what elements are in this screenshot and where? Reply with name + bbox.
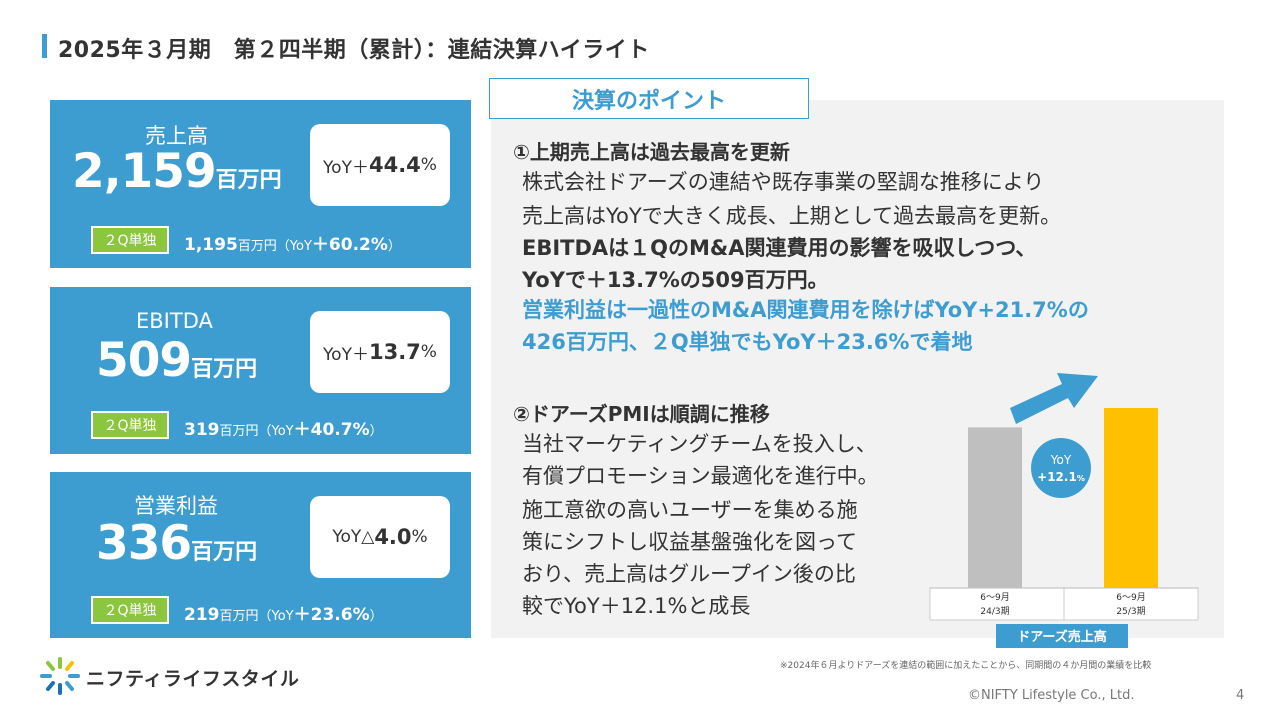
- chart-bar: [968, 427, 1022, 588]
- kpi-value: 509百万円: [96, 333, 257, 388]
- q2-yoy-open: （YoY: [258, 609, 294, 624]
- q2-yoy: ＋60.2%: [311, 235, 388, 255]
- chart-tick-label: 6～9月: [1116, 592, 1145, 603]
- point-1-line: YoYで＋13.7%の509百万円。: [522, 268, 829, 292]
- point-1-line: 売上高はYoYで大きく成長、上期として過去最高を更新。: [522, 204, 1062, 228]
- q2-standalone-text: 219百万円（YoY＋23.6%）: [184, 600, 383, 625]
- yoy-badge-label: YoY: [1050, 453, 1072, 467]
- q2-unit: 百万円: [237, 239, 277, 254]
- q2-standalone-text: 319百万円（YoY＋40.7%）: [184, 415, 383, 440]
- kpi-label: EBITDA: [136, 309, 213, 333]
- chart-title: ドアーズ売上高: [1017, 629, 1107, 645]
- kpi-number: 509: [96, 333, 192, 388]
- yoy-badge-value: +12.1%: [1037, 470, 1085, 484]
- point-2-line: 当社マーケティングチームを投入し、: [522, 432, 877, 456]
- yoy-prefix: YoY△: [332, 527, 375, 547]
- page-number: 4: [1236, 688, 1245, 703]
- copyright: ©NIFTY Lifestyle Co., Ltd.: [968, 688, 1135, 703]
- kpi-number: 2,159: [72, 144, 217, 199]
- yoy-box: YoY＋ 44.4%: [310, 124, 450, 206]
- kpi-card-operating-profit: 営業利益 336百万円 YoY△ 4.0% ２Q単独 219百万円（YoY＋23.…: [50, 472, 471, 638]
- kpi-card-ebitda: EBITDA 509百万円 YoY＋ 13.7% ２Q単独 319百万円（YoY＋…: [50, 287, 471, 454]
- point-2-line: 較でYoY＋12.1%と成長: [522, 594, 751, 618]
- point-2-line: 策にシフトし収益基盤強化を図って: [522, 530, 857, 554]
- chart-bar: [1104, 408, 1158, 588]
- q2-unit: 百万円: [219, 424, 259, 439]
- chart-tick-label: 24/3期: [980, 606, 1009, 617]
- kpi-label: 営業利益: [134, 494, 218, 518]
- q2-tag: ２Q単独: [91, 596, 169, 624]
- yoy-value: 13.7: [368, 340, 421, 364]
- q2-yoy-close: ）: [369, 609, 383, 624]
- point-2-line: 有償プロモーション最適化を進行中。: [522, 464, 879, 488]
- chart-tick-label: 6～9月: [980, 592, 1009, 603]
- points-panel: [491, 100, 1224, 638]
- q2-value: 1,195: [184, 235, 238, 255]
- point-1-line: EBITDAは１QのM&A関連費用の影響を吸収しつつ、: [522, 236, 1037, 260]
- q2-unit: 百万円: [219, 609, 259, 624]
- point-1-line-highlight: 営業利益は一過性のM&A関連費用を除けばYoY+21.7%の: [522, 298, 1089, 322]
- yoy-prefix: YoY＋: [323, 344, 369, 365]
- yoy-suffix: %: [420, 342, 437, 362]
- kpi-number: 336: [96, 516, 192, 571]
- q2-standalone-text: 1,195百万円（YoY＋60.2%）: [184, 230, 401, 255]
- yoy-suffix: %: [420, 155, 437, 175]
- page-title: 2025年３月期 第２四半期（累計）：連結決算ハイライト: [58, 38, 650, 63]
- kpi-value: 2,159百万円: [72, 144, 282, 199]
- yoy-prefix: YoY＋: [323, 157, 369, 178]
- q2-yoy-close: ）: [387, 239, 401, 254]
- yoy-badge: [1031, 438, 1091, 498]
- title-accent-bar: [42, 34, 47, 58]
- q2-yoy-close: ）: [369, 424, 383, 439]
- point-1-line: 株式会社ドアーズの連結や既存事業の堅調な推移により: [522, 170, 1045, 194]
- q2-value: 219: [184, 605, 220, 625]
- q2-yoy-open: （YoY: [276, 239, 312, 254]
- kpi-unit: 百万円: [215, 168, 282, 193]
- q2-value: 319: [184, 420, 220, 440]
- q2-yoy: ＋23.6%: [293, 605, 370, 625]
- kpi-value: 336百万円: [96, 516, 257, 571]
- kpi-unit: 百万円: [191, 540, 258, 565]
- point-2-line: 施工意欲の高いユーザーを集める施: [522, 498, 858, 522]
- q2-yoy-open: （YoY: [258, 424, 294, 439]
- kpi-card-sales: 売上高 2,159百万円 YoY＋ 44.4% ２Q単独 1,195百万円（YoY…: [50, 100, 471, 268]
- yoy-value: 4.0: [374, 525, 412, 549]
- q2-tag: ２Q単独: [91, 411, 169, 439]
- kpi-label: 売上高: [145, 124, 208, 148]
- footnote: ※2024年６月よりドアーズを連結の範囲に加えたことから、同期間の４か月間の業績…: [780, 661, 1152, 671]
- point-1-line-highlight: 426百万円、２Q単独でもYoY＋23.6%で着地: [522, 330, 973, 354]
- points-heading: 決算のポイント: [489, 78, 809, 119]
- kpi-unit: 百万円: [191, 357, 258, 382]
- yoy-value: 44.4: [368, 153, 421, 177]
- chart-title-box: [996, 624, 1128, 648]
- point-1-title: ①上期売上高は過去最高を更新: [513, 140, 790, 164]
- q2-tag: ２Q単独: [91, 226, 169, 254]
- yoy-suffix: %: [411, 527, 428, 547]
- q2-yoy: ＋40.7%: [293, 420, 370, 440]
- point-2-line: おり、売上高はグループイン後の比: [522, 562, 856, 586]
- yoy-box: YoY△ 4.0%: [310, 496, 450, 578]
- nifty-logo-icon: [40, 657, 80, 695]
- yoy-box: YoY＋ 13.7%: [310, 311, 450, 393]
- point-2-title: ②ドアーズPMIは順調に推移: [513, 402, 770, 426]
- chart-tick-label: 25/3期: [1116, 606, 1145, 617]
- growth-arrow-icon: [1010, 373, 1098, 424]
- company-logo-text: ニフティライフスタイル: [86, 668, 300, 690]
